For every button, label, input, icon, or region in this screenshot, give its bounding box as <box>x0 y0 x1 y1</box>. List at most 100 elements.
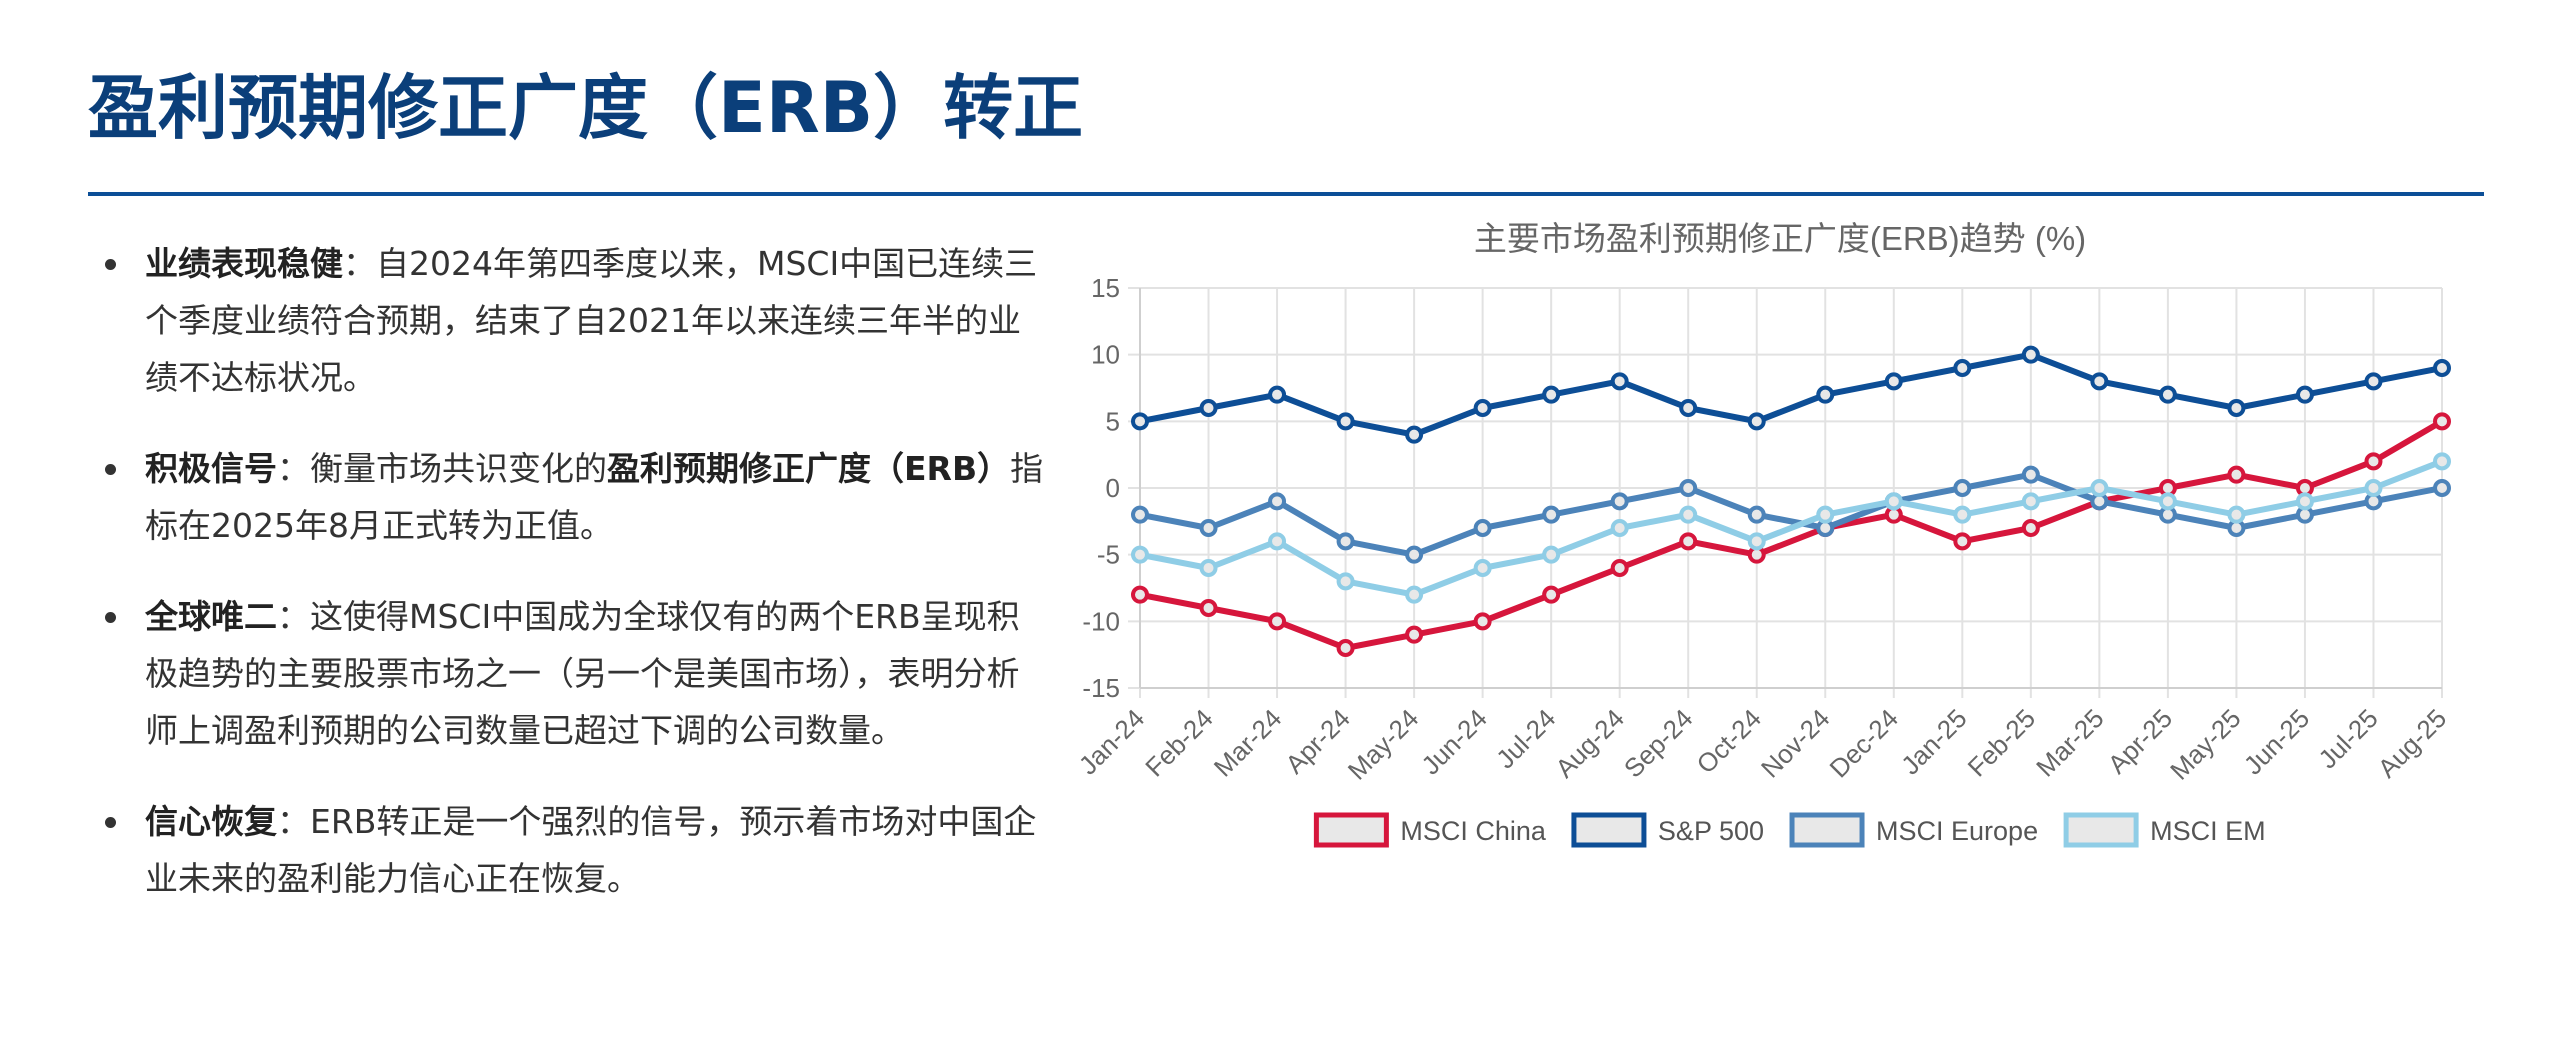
bullet-label: 业绩表现稳健 <box>145 244 343 283</box>
data-point-msci-china[interactable] <box>2433 412 2451 431</box>
data-point-s-p-500[interactable] <box>1610 372 1629 391</box>
x-tick-label: Nov-24 <box>1755 703 1835 783</box>
series-line-msci-europe <box>1137 471 2445 558</box>
data-point-msci-em[interactable] <box>1542 545 1561 564</box>
data-point-s-p-500[interactable] <box>2021 345 2040 364</box>
data-point-msci-europe[interactable] <box>1610 492 1629 511</box>
series-line-msci-china <box>1137 418 2445 651</box>
data-point-msci-em[interactable] <box>1131 545 1149 564</box>
data-point-s-p-500[interactable] <box>1473 399 1492 417</box>
data-point-msci-em[interactable] <box>2295 492 2314 511</box>
data-point-msci-china[interactable] <box>2364 452 2383 471</box>
data-point-msci-em[interactable] <box>1336 572 1355 591</box>
data-point-msci-europe[interactable] <box>2021 465 2040 484</box>
data-point-msci-em[interactable] <box>1816 505 1835 524</box>
data-point-s-p-500[interactable] <box>1336 412 1355 431</box>
data-point-s-p-500[interactable] <box>2090 372 2109 391</box>
legend-item-msci-europe[interactable]: MSCI Europe <box>1789 812 2038 848</box>
data-point-msci-em[interactable] <box>1884 492 1903 511</box>
data-point-msci-china[interactable] <box>1610 559 1629 577</box>
data-point-msci-europe[interactable] <box>1199 519 1218 537</box>
data-point-s-p-500[interactable] <box>2364 372 2383 391</box>
x-tick-label: Jan-24 <box>1073 703 1150 780</box>
data-point-msci-china[interactable] <box>1131 585 1149 604</box>
data-point-s-p-500[interactable] <box>1747 412 1766 431</box>
bullet-dot-icon <box>105 612 116 623</box>
bullet-dot-icon <box>105 464 116 475</box>
bullet-label: 信心恢复 <box>145 802 277 841</box>
data-point-s-p-500[interactable] <box>1816 385 1835 404</box>
data-point-s-p-500[interactable] <box>1131 412 1149 431</box>
bullet-label: 积极信号 <box>145 449 277 488</box>
bullet-separator: ： <box>277 597 310 636</box>
x-tick-label: Feb-24 <box>1139 703 1218 782</box>
y-tick-label: 0 <box>1106 473 1120 503</box>
legend-label: MSCI EM <box>2150 816 2266 846</box>
data-point-msci-em[interactable] <box>2158 492 2177 511</box>
chart-grid <box>1128 287 2443 698</box>
data-point-msci-europe[interactable] <box>1268 492 1287 511</box>
data-point-s-p-500[interactable] <box>1405 425 1424 444</box>
legend-swatch <box>1313 812 1389 848</box>
data-point-msci-europe[interactable] <box>1131 505 1149 524</box>
data-point-msci-em[interactable] <box>1199 559 1218 577</box>
data-point-msci-china[interactable] <box>1405 625 1424 644</box>
page-title: 盈利预期修正广度（ERB）转正 <box>88 67 1084 149</box>
data-point-s-p-500[interactable] <box>1679 399 1698 417</box>
legend-item-msci-em[interactable]: MSCI EM <box>2063 812 2266 848</box>
data-point-msci-china[interactable] <box>1199 599 1218 617</box>
data-point-msci-europe[interactable] <box>1542 505 1561 524</box>
data-point-msci-europe[interactable] <box>1953 479 1972 497</box>
legend-item-s-p-500[interactable]: S&P 500 <box>1571 812 1764 848</box>
data-point-s-p-500[interactable] <box>1268 385 1287 404</box>
data-point-s-p-500[interactable] <box>1199 399 1218 417</box>
data-point-msci-em[interactable] <box>2433 452 2451 471</box>
data-point-msci-em[interactable] <box>2090 479 2109 497</box>
series-s-p-500 <box>1131 345 2451 444</box>
data-point-s-p-500[interactable] <box>1542 385 1561 404</box>
data-point-msci-china[interactable] <box>1268 612 1287 631</box>
data-point-msci-china[interactable] <box>2021 519 2040 537</box>
y-tick-label: -15 <box>1082 673 1120 703</box>
data-point-msci-europe[interactable] <box>1679 479 1698 497</box>
data-point-msci-em[interactable] <box>2021 492 2040 511</box>
series-msci-europe <box>1131 465 2451 564</box>
data-point-msci-china[interactable] <box>1679 532 1698 551</box>
legend-item-msci-china[interactable]: MSCI China <box>1313 812 1547 848</box>
x-tick-label: Jun-24 <box>1415 703 1492 780</box>
data-point-msci-europe[interactable] <box>1473 519 1492 537</box>
data-point-s-p-500[interactable] <box>2295 385 2314 404</box>
data-point-s-p-500[interactable] <box>2227 399 2246 417</box>
data-point-msci-em[interactable] <box>2364 479 2383 497</box>
data-point-msci-europe[interactable] <box>1336 532 1355 551</box>
data-point-msci-em[interactable] <box>1953 505 1972 524</box>
series-line-msci-em <box>1137 458 2445 598</box>
data-point-msci-china[interactable] <box>1542 585 1561 604</box>
bullet-label: 全球唯二 <box>145 597 277 636</box>
data-point-msci-china[interactable] <box>1473 612 1492 631</box>
data-point-msci-em[interactable] <box>2227 505 2246 524</box>
series-line-s-p-500 <box>1137 351 2445 438</box>
data-point-msci-em[interactable] <box>1747 532 1766 551</box>
data-point-msci-europe[interactable] <box>1405 545 1424 564</box>
data-point-msci-europe[interactable] <box>1747 505 1766 524</box>
bullet-dot-icon <box>105 259 116 270</box>
data-point-msci-china[interactable] <box>1953 532 1972 551</box>
data-point-msci-em[interactable] <box>1679 505 1698 524</box>
y-tick-label: 15 <box>1091 273 1120 303</box>
data-point-s-p-500[interactable] <box>2433 359 2451 377</box>
bullet-global: 全球唯二：这使得MSCI中国成为全球仅有的两个ERB呈现积极趋势的主要股票市场之… <box>105 588 1045 759</box>
data-point-msci-em[interactable] <box>1473 559 1492 577</box>
data-point-msci-em[interactable] <box>1610 519 1629 537</box>
data-point-msci-china[interactable] <box>2227 465 2246 484</box>
data-point-s-p-500[interactable] <box>1953 359 1972 377</box>
data-point-msci-china[interactable] <box>1336 639 1355 657</box>
data-point-msci-europe[interactable] <box>2433 479 2451 497</box>
data-point-msci-em[interactable] <box>1268 532 1287 551</box>
data-point-s-p-500[interactable] <box>2158 385 2177 404</box>
chart-series <box>1131 345 2451 657</box>
data-point-s-p-500[interactable] <box>1884 372 1903 391</box>
data-point-msci-em[interactable] <box>1405 585 1424 604</box>
x-tick-label: Aug-25 <box>2372 703 2452 783</box>
bullet-list: 业绩表现稳健：自2024年第四季度以来，MSCI中国已连续三个季度业绩符合预期，… <box>105 235 1045 907</box>
